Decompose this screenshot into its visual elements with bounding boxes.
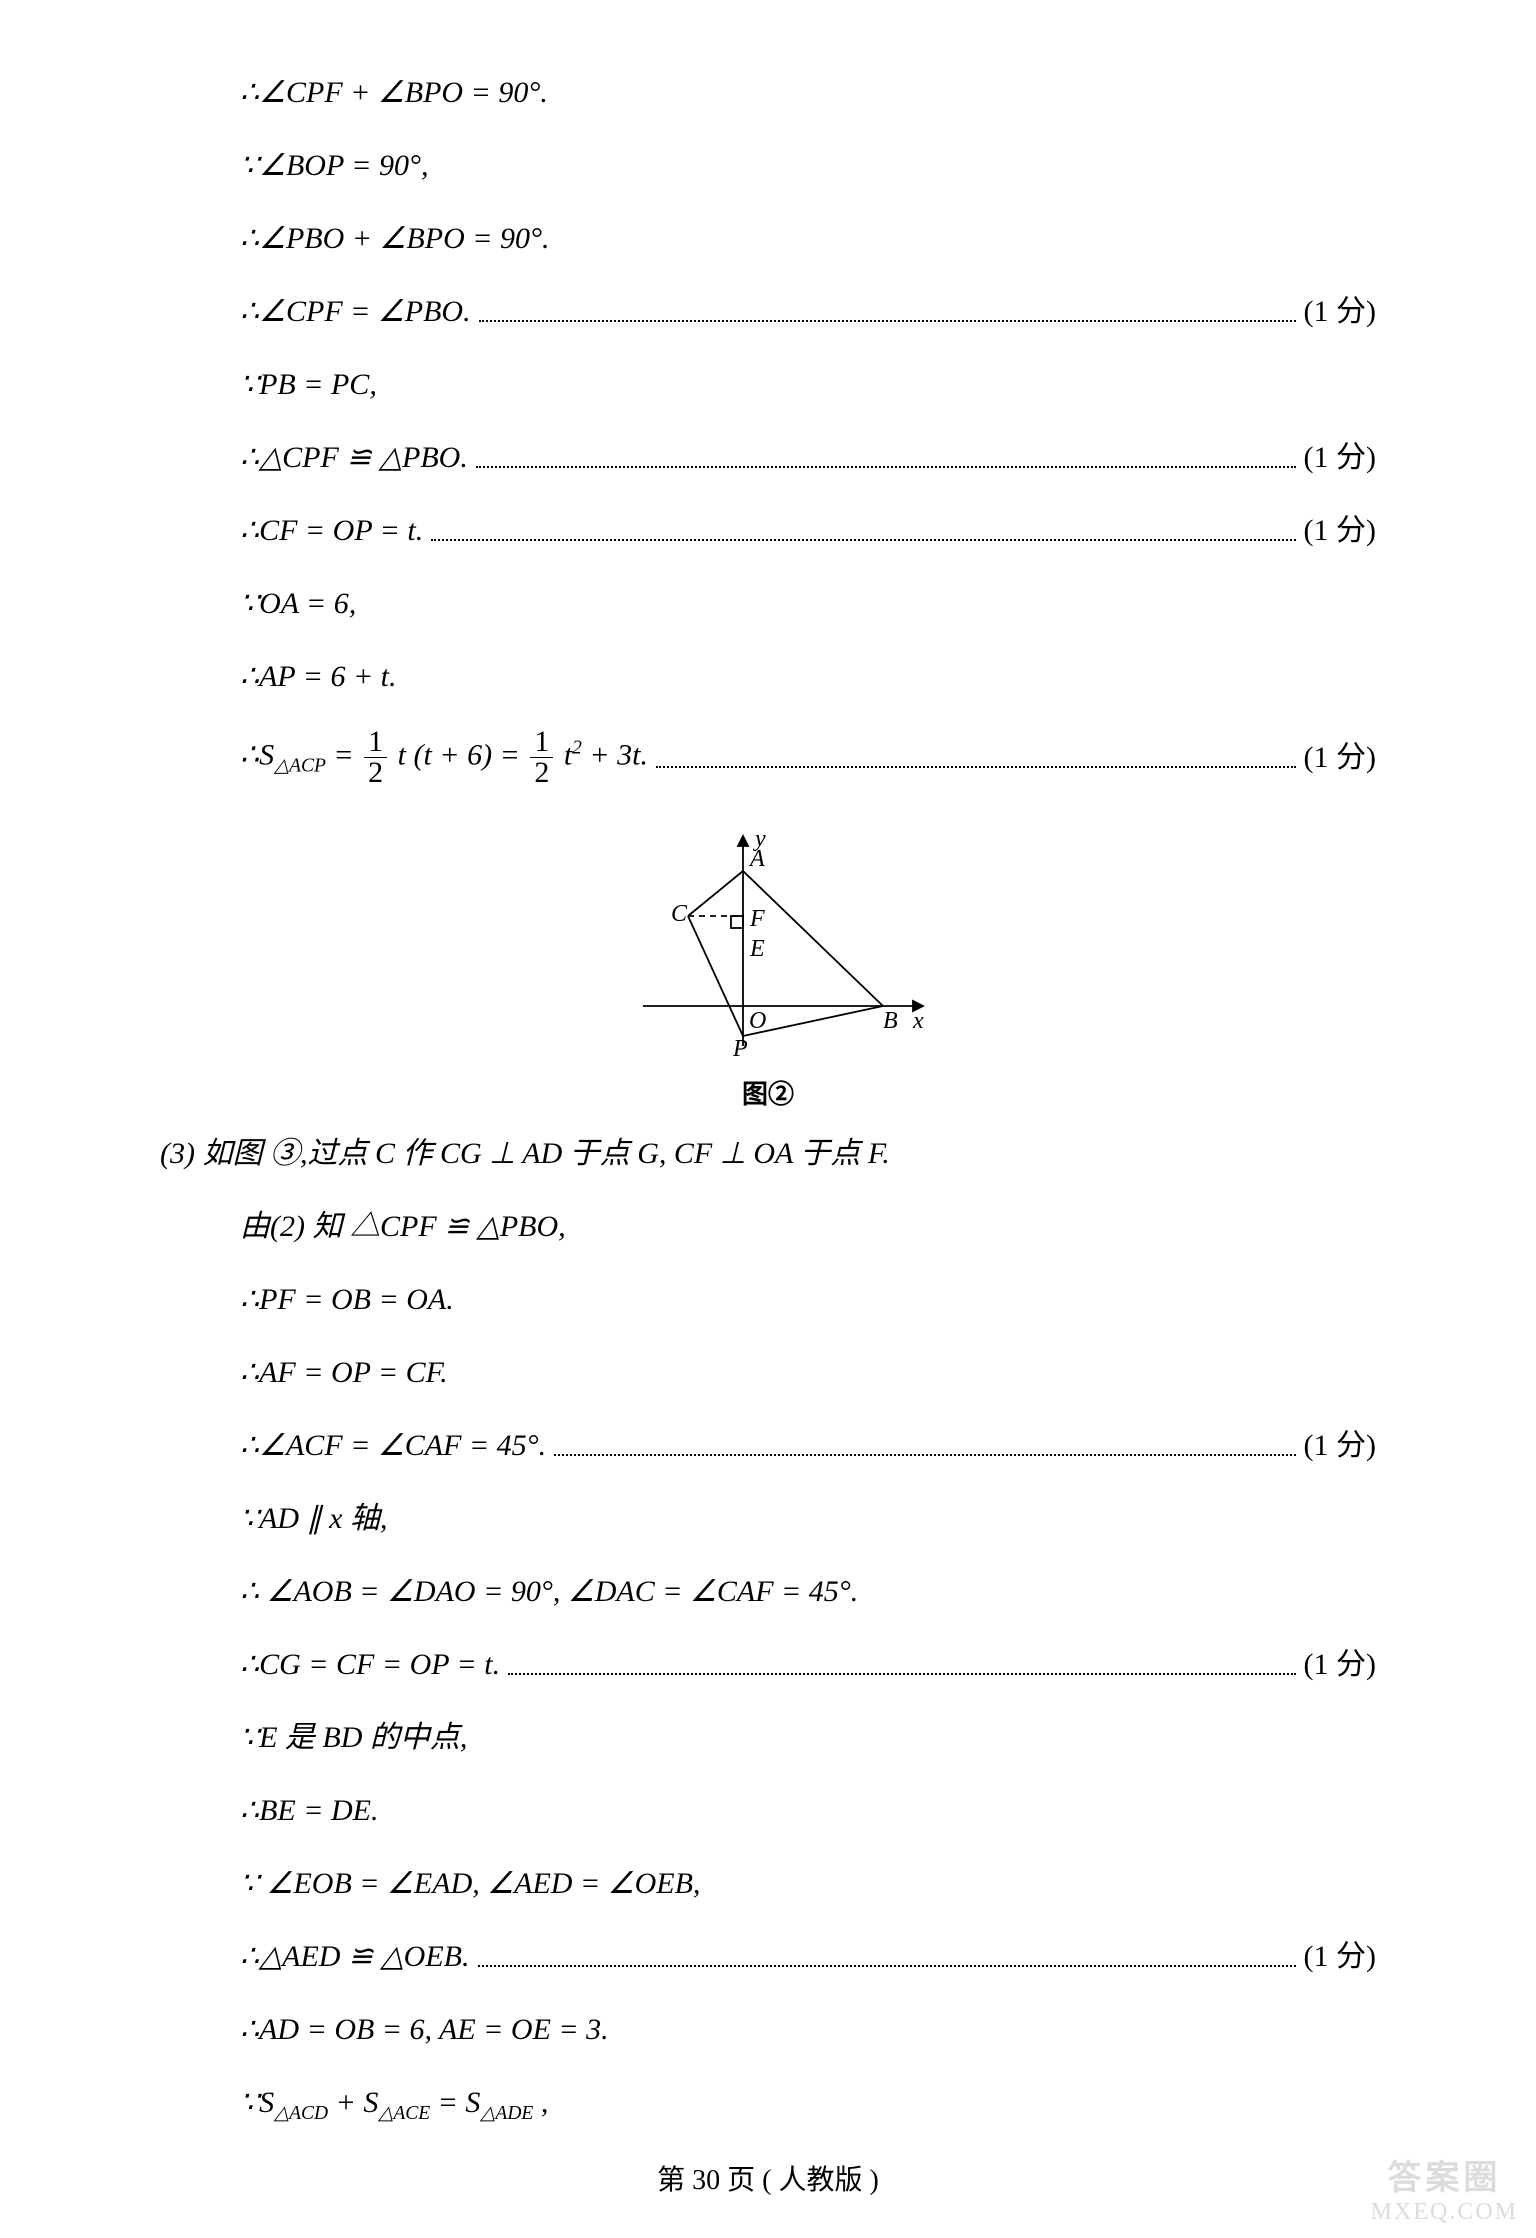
p3-line-12: ∴AD = OB = 6, AE = OE = 3.: [240, 2007, 1376, 2052]
geometry-figure-icon: A C F E O P B x y: [583, 816, 953, 1066]
p3-line-2: ∴PF = OB = OA.: [240, 1277, 1376, 1322]
p3-line-5: ∵AD ∥ x 轴,: [240, 1496, 1376, 1541]
points: (1 分): [1304, 735, 1376, 780]
p3-line-13: ∵S△ACD + S△ACE = S△ADE ,: [240, 2080, 1376, 2128]
p3-line-1: 由(2) 知 △CPF ≌ △PBO,: [240, 1204, 1376, 1249]
svg-text:E: E: [749, 936, 765, 962]
line-1: ∴∠CPF + ∠BPO = 90°.: [240, 70, 1376, 115]
leader-dots: [554, 1435, 1295, 1456]
svg-text:x: x: [912, 1008, 924, 1034]
p3-line-6: ∴ ∠AOB = ∠DAO = 90°, ∠DAC = ∠CAF = 45°.: [240, 1569, 1376, 1614]
page-content: ∴∠CPF + ∠BPO = 90°. ∵∠BOP = 90°, ∴∠PBO +…: [0, 0, 1536, 2238]
p3-line-4: ∴∠ACF = ∠CAF = 45°. (1 分): [240, 1423, 1376, 1468]
line-9: ∴AP = 6 + t.: [240, 654, 1376, 699]
leader-dots: [478, 1946, 1296, 1967]
p3-line-8: ∵E 是 BD 的中点,: [240, 1715, 1376, 1760]
p3-line-10: ∵ ∠EOB = ∠EAD, ∠AED = ∠OEB,: [240, 1861, 1376, 1906]
line-4: ∴∠CPF = ∠PBO. (1 分): [240, 289, 1376, 334]
points: (1 分): [1304, 289, 1376, 334]
line-2: ∵∠BOP = 90°,: [240, 143, 1376, 188]
leader-dots: [656, 747, 1296, 768]
points: (1 分): [1304, 1934, 1376, 1979]
line-7: ∴CF = OP = t. (1 分): [240, 508, 1376, 553]
diagram-2: A C F E O P B x y 图②: [160, 816, 1376, 1111]
line-8: ∵OA = 6,: [240, 581, 1376, 626]
leader-dots: [476, 447, 1296, 468]
points: (1 分): [1304, 435, 1376, 480]
line-6: ∴△CPF ≌ △PBO. (1 分): [240, 435, 1376, 480]
leader-dots: [479, 301, 1296, 322]
points: (1 分): [1304, 1423, 1376, 1468]
svg-text:C: C: [671, 901, 688, 927]
page-footer: 第 30 页 ( 人教版 ): [160, 2158, 1376, 2198]
leader-dots: [508, 1654, 1295, 1675]
svg-text:y: y: [753, 826, 766, 852]
part3-heading: (3) 如图 ③,过点 C 作 CG ⊥ AD 于点 G, CF ⊥ OA 于点…: [160, 1131, 1376, 1176]
leader-dots: [431, 520, 1295, 541]
svg-text:O: O: [749, 1008, 766, 1034]
p3-line-7: ∴CG = CF = OP = t. (1 分): [240, 1642, 1376, 1687]
points: (1 分): [1304, 508, 1376, 553]
p3-line-11: ∴△AED ≌ △OEB. (1 分): [240, 1934, 1376, 1979]
svg-text:F: F: [749, 906, 765, 932]
line-5: ∵PB = PC,: [240, 362, 1376, 407]
line-10: ∴S△ACP = 12 t (t + 6) = 12 t2 + 3t. (1 分…: [240, 727, 1376, 788]
line-3: ∴∠PBO + ∠BPO = 90°.: [240, 216, 1376, 261]
p3-line-9: ∴BE = DE.: [240, 1788, 1376, 1833]
svg-text:P: P: [732, 1036, 748, 1062]
points: (1 分): [1304, 1642, 1376, 1687]
svg-text:B: B: [883, 1008, 898, 1034]
watermark: 答案圈 MXEQ.COM: [1371, 2150, 1518, 2226]
p3-line-3: ∴AF = OP = CF.: [240, 1350, 1376, 1395]
diagram-label: 图②: [160, 1074, 1376, 1111]
